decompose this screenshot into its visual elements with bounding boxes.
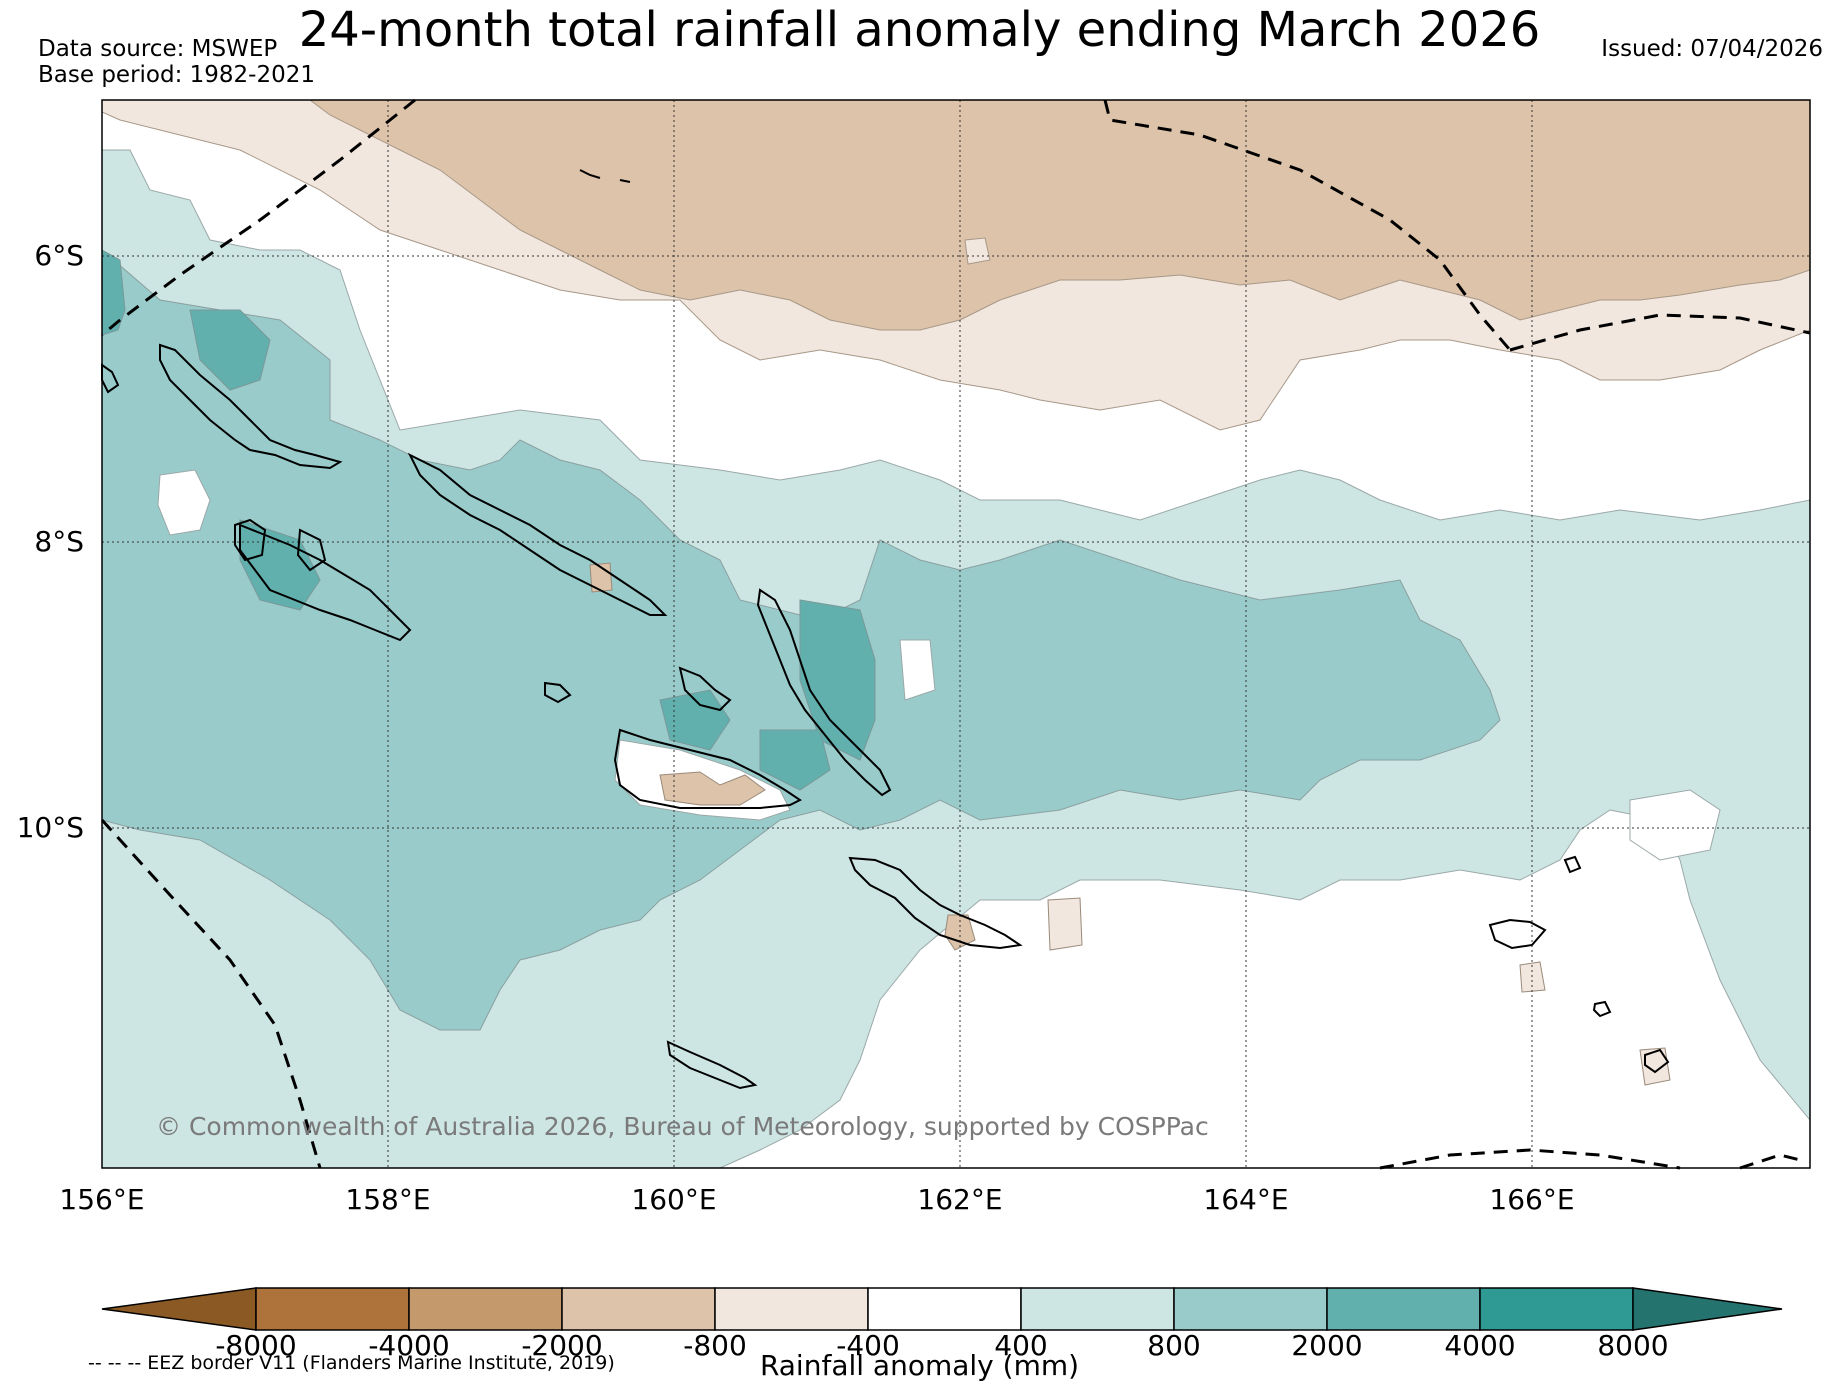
island-guadalcanal-outline (613, 728, 802, 809)
issued-date: Issued: 07/04/2026 (1601, 36, 1823, 62)
island-santa-isabel-outline (407, 452, 668, 616)
colorbar-tick-label: -2000 (521, 1329, 603, 1362)
colorbar-extend-low (101, 1287, 257, 1331)
island-choiseul-outline (159, 343, 343, 470)
colorbar-segment (714, 1287, 869, 1331)
island-malaita-outline (756, 588, 892, 797)
colorbar-segment (1326, 1287, 1481, 1331)
base-period-text: Base period: 1982-2021 (38, 62, 316, 88)
eez-border-northwest (101, 98, 416, 337)
anomaly-region-2000-4000-central (659, 689, 731, 751)
colorbar-tick-label: -800 (683, 1329, 747, 1362)
island-florida-outline (678, 666, 732, 712)
colorbar-segment (1173, 1287, 1328, 1331)
anomaly-gap-east (1629, 789, 1721, 861)
anomaly-region-2000-4000-west (102, 249, 126, 336)
map-title: 24-month total rainfall anomaly ending M… (298, 2, 1541, 58)
anomaly-region-neg-800-2000 (309, 100, 1810, 331)
island-tikopia-outline (1644, 1048, 1670, 1074)
anomaly-spot-isolated (1047, 897, 1083, 951)
island-rennell-outline (666, 1040, 758, 1090)
lon-label-164e: 164°E (1203, 1183, 1289, 1216)
data-source-text: Data source: MSWEP (38, 36, 278, 62)
colorbar (101, 1287, 1783, 1331)
colorbar-tick-label: -8000 (215, 1329, 297, 1362)
anomaly-gap-choiseul (157, 469, 211, 536)
colorbar-segment (561, 1287, 716, 1331)
eez-border-northeast (1509, 313, 1811, 352)
lat-label-8s: 8°S (34, 525, 84, 558)
island-santa-cruz-outline (1488, 918, 1547, 950)
eez-legend-note: -- -- -- EEZ border V11 (Flanders Marine… (88, 1352, 615, 1374)
island-utupua-outline (1563, 855, 1582, 874)
anomaly-gap-north-band (964, 237, 991, 265)
lon-label-166e: 166°E (1489, 1183, 1575, 1216)
colorbar-tick-label: 400 (994, 1329, 1048, 1362)
colorbar-segment (867, 1287, 1022, 1331)
island-vanikoro-outline (1592, 1000, 1612, 1018)
colorbar-extend-high (1632, 1287, 1783, 1331)
colorbar-segment (1479, 1287, 1634, 1331)
eez-border-north (1103, 99, 1512, 351)
anomaly-spot-makira (944, 914, 976, 951)
island-kolombangara-outline (296, 528, 327, 572)
lon-label-158e: 158°E (345, 1183, 431, 1216)
lat-label-10s: 10°S (16, 811, 84, 844)
colorbar-tick-label: 4000 (1444, 1329, 1516, 1362)
island-makira-outline (848, 856, 1023, 950)
anomaly-region-2000-4000-south (759, 729, 831, 791)
colorbar-segment (408, 1287, 563, 1331)
anomaly-gap-central (899, 639, 936, 701)
coastlines (101, 169, 1670, 1090)
lon-label-160e: 160°E (631, 1183, 717, 1216)
island-vella-lavella-outline (234, 518, 267, 562)
colorbar-segment (255, 1287, 410, 1331)
colorbar-tick-label: 800 (1147, 1329, 1201, 1362)
lat-label-6s: 6°S (34, 239, 84, 272)
eez-borders (100, 98, 1811, 1170)
anomaly-spot-guadalcanal-dry (659, 771, 766, 806)
colorbar-segment (1020, 1287, 1175, 1331)
island-ontong-java-outline (579, 169, 631, 183)
island-new-georgia-outline (239, 523, 412, 642)
rainfall-anomaly-field (102, 100, 1810, 1168)
anomaly-region-2000-4000-north (189, 309, 271, 391)
island-russell-outline (544, 681, 572, 704)
colorbar-label: Rainfall anomaly (mm) (759, 1349, 1080, 1382)
colorbar-tick-label: -400 (836, 1329, 900, 1362)
anomaly-spot-southeast (1639, 1047, 1671, 1086)
copyright-notice: © Commonwealth of Australia 2026, Bureau… (156, 1112, 1209, 1141)
map-frame (101, 99, 1811, 1169)
colorbar-tick-label: 8000 (1597, 1329, 1669, 1362)
anomaly-region-2000-4000-malaita (799, 599, 876, 761)
metadata-block: Data source: MSWEP Base period: 1982-202… (38, 36, 315, 88)
eez-border-southeast (1379, 1148, 1681, 1170)
colorbar-tick-label: -4000 (368, 1329, 450, 1362)
lon-label-156e: 156°E (59, 1183, 145, 1216)
colorbar-tick-label: 2000 (1291, 1329, 1363, 1362)
lon-label-162e: 162°E (917, 1183, 1003, 1216)
eez-border-southeast-edge (1739, 1153, 1801, 1170)
